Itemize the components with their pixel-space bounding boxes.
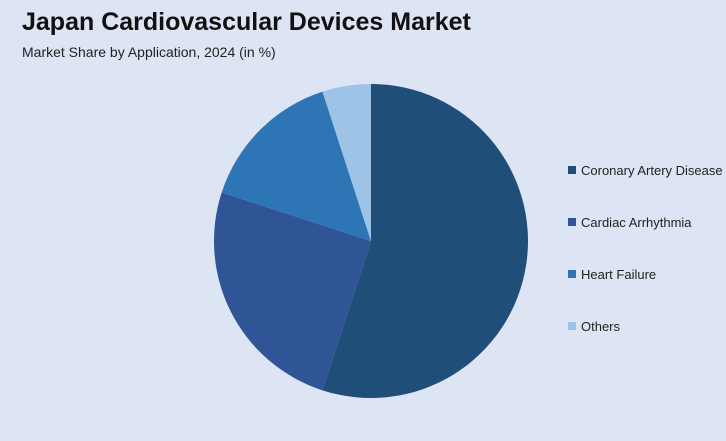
legend-item-others: Others — [568, 316, 726, 336]
legend-label: Others — [581, 318, 621, 334]
legend-item-heart-failure: Heart Failure — [568, 264, 726, 284]
legend-label: Heart Failure — [581, 266, 657, 282]
pie-slice-cardiac-arrhythmia — [213, 192, 371, 391]
pie-slice-heart-failure — [221, 91, 371, 242]
pie-slice-others — [322, 84, 371, 241]
legend-item-cardiac-arrhythmia: Cardiac Arrhythmia — [568, 212, 726, 232]
legend-swatch — [568, 166, 576, 174]
legend-swatch — [568, 322, 576, 330]
chart-title: Japan Cardiovascular Devices Market — [22, 8, 471, 36]
chart-subtitle: Market Share by Application, 2024 (in %) — [22, 44, 276, 60]
legend-swatch — [568, 270, 576, 278]
legend-swatch — [568, 218, 576, 226]
pie-slice-coronary-artery-disease — [322, 84, 528, 399]
chart-legend: Coronary Artery Disease Cardiac Arrhythm… — [568, 160, 726, 368]
legend-label: Coronary Artery Disease — [581, 162, 723, 178]
legend-label: Cardiac Arrhythmia — [581, 214, 692, 230]
legend-item-coronary-artery-disease: Coronary Artery Disease — [568, 160, 726, 180]
